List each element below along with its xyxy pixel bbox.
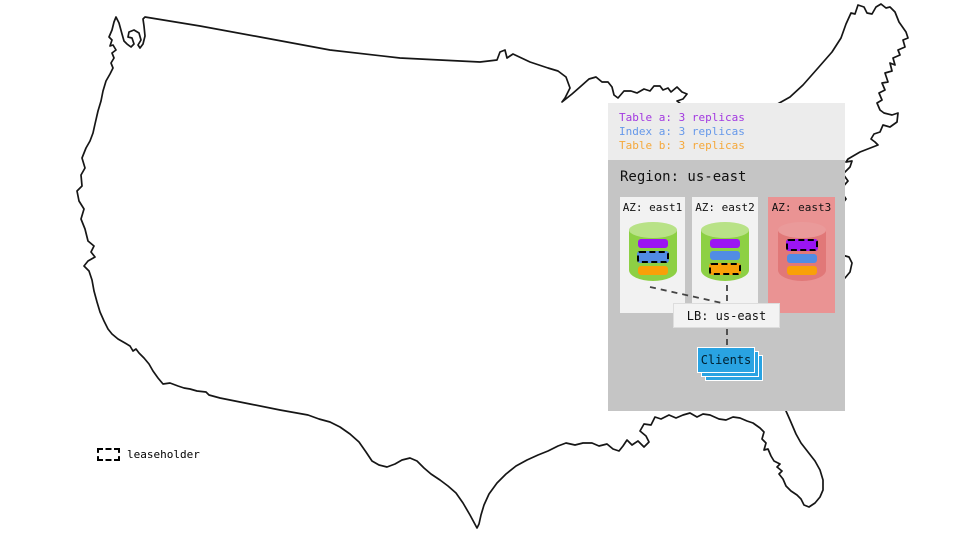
load-balancer-box: LB: us-east [673,303,780,328]
legend-item-table-b: Table b: 3 replicas [619,139,745,152]
replica-bars [778,239,826,275]
replica-bar-index-a [710,251,740,260]
leaseholder-label: leaseholder [127,448,200,461]
database-node-top [777,222,826,238]
leaseholder-swatch-icon [97,448,120,461]
leaseholder-legend: leaseholder [97,448,200,461]
replica-legend-panel: Table a: 3 replicas Index a: 3 replicas … [608,103,845,160]
az-box-east2: AZ: east2 [692,197,758,313]
replica-bars [701,239,749,275]
legend-item-table-a: Table a: 3 replicas [619,111,745,124]
replica-bar-index-a [636,251,669,263]
az-box-east1: AZ: east1 [620,197,685,313]
legend-item-index-a: Index a: 3 replicas [619,125,745,138]
database-node-icon [701,222,749,281]
database-node-top [628,222,677,238]
clients-stack: Clients [697,347,763,381]
az-box-east3: AZ: east3 [768,197,835,313]
replica-bar-index-a [786,254,817,263]
az-label: AZ: east3 [771,201,832,214]
replica-bar-table-b [786,266,817,275]
replica-bar-table-a [710,239,740,248]
clients-box: Clients [697,347,755,373]
replica-bar-table-b [709,263,741,275]
database-node-top [701,222,749,238]
az-label: AZ: east2 [695,201,755,214]
database-node-icon [628,222,677,281]
replica-bar-table-a [637,239,668,248]
replica-bar-table-b [637,266,668,275]
replica-bar-table-a [785,239,818,251]
replica-bars [629,239,677,275]
database-node-icon [777,222,826,281]
region-panel: Region: us-east AZ: east1 AZ: east2 [608,160,845,411]
region-title: Region: us-east [620,169,747,185]
az-label: AZ: east1 [622,201,683,214]
